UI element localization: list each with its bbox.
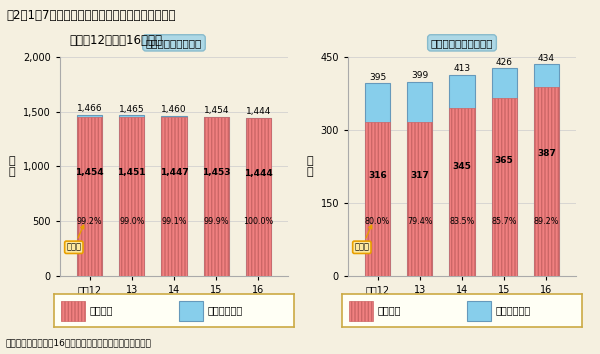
Text: 1,465: 1,465: [119, 104, 145, 114]
Text: 1,444: 1,444: [244, 169, 273, 178]
Text: 1,466: 1,466: [77, 104, 103, 114]
Bar: [534, 64, 559, 276]
Bar: [246, 118, 271, 276]
Text: 434: 434: [538, 54, 555, 63]
Text: 317: 317: [410, 171, 429, 180]
Bar: [119, 115, 145, 276]
Text: 達成局数: 達成局数: [90, 306, 113, 316]
Text: 1,460: 1,460: [161, 105, 187, 114]
Bar: [365, 122, 390, 276]
Bar: [161, 116, 187, 276]
Bar: [407, 121, 433, 276]
Text: 資料：環境省『平成16年度大気汚染状況報告書』より作成: 資料：環境省『平成16年度大気汚染状況報告書』より作成: [6, 338, 152, 347]
Text: 85.7%: 85.7%: [491, 217, 517, 226]
Text: 100.0%: 100.0%: [244, 217, 274, 226]
Text: 達成率: 達成率: [67, 225, 84, 252]
Text: 1,454: 1,454: [75, 168, 104, 177]
Bar: [534, 87, 559, 276]
Text: 79.4%: 79.4%: [407, 217, 433, 226]
Text: 99.1%: 99.1%: [161, 217, 187, 226]
Bar: [449, 108, 475, 276]
Text: 99.2%: 99.2%: [77, 217, 103, 226]
Text: 395: 395: [369, 73, 386, 82]
Text: 達成局数: 達成局数: [378, 306, 401, 316]
Bar: [77, 116, 102, 276]
Text: 有効測定局数: 有効測定局数: [496, 306, 531, 316]
Y-axis label: 局
数: 局 数: [9, 155, 16, 177]
Bar: [407, 81, 433, 276]
Text: 1,454: 1,454: [203, 106, 229, 115]
Bar: [491, 98, 517, 276]
Bar: [61, 301, 85, 321]
Bar: [349, 301, 373, 321]
Bar: [467, 301, 491, 321]
Text: 1,447: 1,447: [160, 169, 188, 177]
Bar: [119, 117, 145, 276]
Text: 達成率: 達成率: [355, 225, 372, 252]
Text: 316: 316: [368, 171, 387, 181]
Text: 413: 413: [454, 64, 470, 73]
Bar: [449, 75, 475, 276]
Bar: [77, 115, 102, 276]
Text: 83.5%: 83.5%: [449, 217, 475, 226]
Bar: [365, 84, 390, 276]
Text: 399: 399: [411, 71, 428, 80]
Bar: [203, 117, 229, 276]
Bar: [491, 68, 517, 276]
Text: 1,444: 1,444: [246, 107, 271, 116]
Bar: [246, 118, 271, 276]
Text: （年度）: （年度）: [265, 298, 288, 308]
Text: 自動車排出ガス測定局: 自動車排出ガス測定局: [431, 38, 493, 48]
Text: 99.9%: 99.9%: [203, 217, 229, 226]
Y-axis label: 局
数: 局 数: [306, 155, 313, 177]
Bar: [179, 301, 203, 321]
Text: 図2－1－7　二酸化窒素の環境基準達成状況の推移: 図2－1－7 二酸化窒素の環境基準達成状況の推移: [6, 9, 176, 22]
Text: 80.0%: 80.0%: [365, 217, 390, 226]
Text: 426: 426: [496, 58, 513, 67]
Text: 387: 387: [537, 149, 556, 158]
Bar: [161, 117, 187, 276]
Text: 345: 345: [452, 162, 472, 171]
Text: （年度）: （年度）: [553, 298, 576, 308]
Text: 有効測定局数: 有効測定局数: [208, 306, 243, 316]
Text: 一般環境大気測定局: 一般環境大気測定局: [146, 38, 202, 48]
Text: 99.0%: 99.0%: [119, 217, 145, 226]
Text: 1,451: 1,451: [118, 168, 146, 177]
Text: 1,453: 1,453: [202, 168, 230, 177]
Text: 89.2%: 89.2%: [533, 217, 559, 226]
Text: 365: 365: [495, 156, 514, 165]
Bar: [203, 116, 229, 276]
Text: （平成12年度～16年度）: （平成12年度～16年度）: [69, 34, 162, 47]
